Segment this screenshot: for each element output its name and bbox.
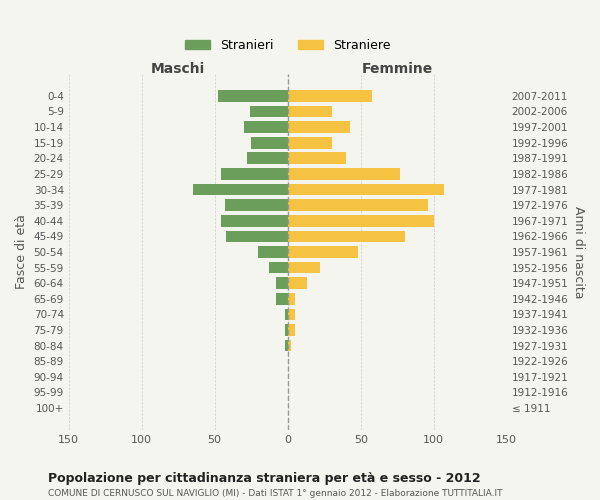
Bar: [287, 168, 400, 180]
Bar: [287, 137, 331, 148]
Y-axis label: Fasce di età: Fasce di età: [15, 214, 28, 290]
Text: Popolazione per cittadinanza straniera per età e sesso - 2012: Popolazione per cittadinanza straniera p…: [48, 472, 481, 485]
Bar: [287, 215, 434, 226]
Bar: [287, 262, 320, 274]
Bar: [221, 215, 287, 226]
Legend: Stranieri, Straniere: Stranieri, Straniere: [179, 34, 395, 56]
Bar: [250, 106, 287, 118]
Bar: [287, 324, 295, 336]
Bar: [287, 340, 290, 351]
Bar: [287, 293, 295, 304]
Bar: [276, 278, 287, 289]
Bar: [269, 262, 287, 274]
Bar: [287, 90, 373, 102]
Bar: [287, 152, 346, 164]
Bar: [287, 230, 404, 242]
Bar: [287, 106, 331, 118]
Bar: [285, 324, 287, 336]
Text: Maschi: Maschi: [151, 62, 205, 76]
Bar: [285, 308, 287, 320]
Bar: [287, 308, 295, 320]
Bar: [251, 137, 287, 148]
Text: Femmine: Femmine: [362, 62, 433, 76]
Bar: [221, 168, 287, 180]
Bar: [244, 121, 287, 133]
Bar: [287, 200, 428, 211]
Bar: [285, 340, 287, 351]
Bar: [218, 90, 287, 102]
Y-axis label: Anni di nascita: Anni di nascita: [572, 206, 585, 298]
Text: COMUNE DI CERNUSCO SUL NAVIGLIO (MI) - Dati ISTAT 1° gennaio 2012 - Elaborazione: COMUNE DI CERNUSCO SUL NAVIGLIO (MI) - D…: [48, 488, 503, 498]
Bar: [287, 278, 307, 289]
Bar: [193, 184, 287, 196]
Bar: [287, 184, 444, 196]
Bar: [247, 152, 287, 164]
Bar: [276, 293, 287, 304]
Bar: [259, 246, 287, 258]
Bar: [225, 200, 287, 211]
Bar: [287, 246, 358, 258]
Bar: [226, 230, 287, 242]
Bar: [287, 121, 350, 133]
